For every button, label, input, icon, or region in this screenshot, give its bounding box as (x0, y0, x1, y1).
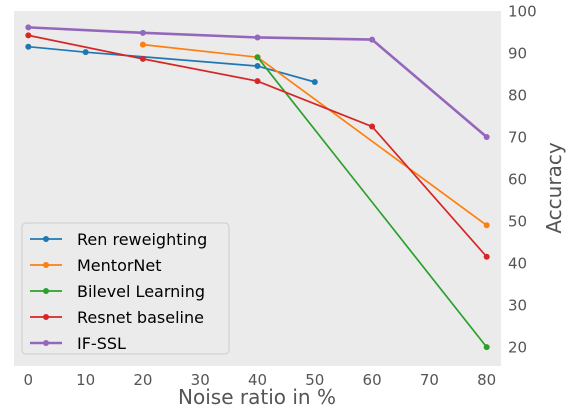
data-point-if-ssl (369, 36, 376, 43)
x-tick-label: 50 (305, 371, 324, 389)
data-point-ren-reweighting (82, 49, 89, 56)
legend-item-bilevel-learning: Bilevel Learning (30, 282, 205, 301)
legend-swatch-marker (43, 236, 49, 242)
series-bilevel-learning (254, 54, 490, 351)
x-tick-label: 20 (133, 371, 152, 389)
legend-label: Resnet baseline (77, 308, 204, 327)
series-layer (25, 24, 490, 351)
series-ren-reweighting (25, 43, 318, 85)
legend-item-mentornet: MentorNet (30, 256, 162, 275)
data-point-mentornet (139, 41, 146, 48)
legend-item-ren-reweighting: Ren reweighting (30, 230, 207, 249)
data-point-resnet-baseline (25, 32, 32, 39)
legend-swatch-marker (43, 288, 49, 294)
data-point-resnet-baseline (369, 123, 376, 130)
data-point-ren-reweighting (311, 79, 318, 85)
legend-label: MentorNet (77, 256, 162, 275)
legend-box (21, 222, 230, 355)
y-tick-label: 40 (508, 255, 527, 273)
y-axis-ticks: 20 30 40 50 60 70 80 90 100 (508, 3, 537, 357)
legend-item-resnet-baseline: Resnet baseline (30, 308, 204, 327)
data-point-bilevel-learning (483, 344, 490, 351)
data-point-resnet-baseline (254, 78, 261, 85)
y-tick-label: 100 (508, 3, 537, 21)
data-point-ren-reweighting (25, 43, 32, 50)
data-point-resnet-baseline (483, 253, 490, 260)
series-resnet-baseline (25, 32, 490, 260)
data-point-bilevel-learning (254, 54, 261, 61)
y-tick-label: 60 (508, 171, 527, 189)
y-tick-label: 20 (508, 339, 527, 357)
x-tick-label: 0 (24, 371, 34, 389)
x-tick-label: 10 (76, 371, 95, 389)
x-tick-label: 30 (191, 371, 210, 389)
data-point-if-ssl (254, 34, 261, 41)
legend-item-if-ssl: IF-SSL (30, 334, 126, 353)
legend: Ren reweighting MentorNet Bilevel Learning… (21, 222, 230, 355)
legend-swatch-marker (43, 314, 49, 320)
y-tick-label: 50 (508, 213, 527, 231)
data-point-ren-reweighting (254, 63, 261, 70)
y-tick-label: 90 (508, 45, 527, 63)
series-line-ren-reweighting (27, 45, 316, 83)
data-point-if-ssl (139, 29, 146, 36)
x-tick-label: 40 (248, 371, 267, 389)
data-point-if-ssl (25, 24, 32, 31)
legend-label: Ren reweighting (77, 230, 207, 249)
data-point-if-ssl (483, 134, 490, 141)
series-line-bilevel-learning (256, 56, 488, 348)
legend-label: IF-SSL (77, 334, 126, 353)
y-tick-label: 70 (508, 129, 527, 147)
y-axis-title: Accuracy (542, 142, 566, 233)
data-point-mentornet (483, 222, 490, 229)
legend-items: Ren reweighting MentorNet Bilevel Learning… (30, 230, 207, 353)
x-tick-label: 60 (363, 371, 382, 389)
x-tick-label: 70 (420, 371, 439, 389)
series-if-ssl (25, 24, 490, 141)
y-tick-label: 80 (508, 87, 527, 105)
data-point-resnet-baseline (139, 55, 146, 62)
legend-swatch-marker (43, 262, 49, 268)
x-axis-ticks: 0 10 20 30 40 50 60 70 80 (24, 371, 497, 389)
x-tick-label: 80 (477, 371, 496, 389)
legend-swatch-marker (43, 340, 49, 346)
legend-label: Bilevel Learning (77, 282, 205, 301)
y-tick-label: 30 (508, 297, 527, 315)
x-axis-title: Noise ratio in % (178, 385, 336, 409)
